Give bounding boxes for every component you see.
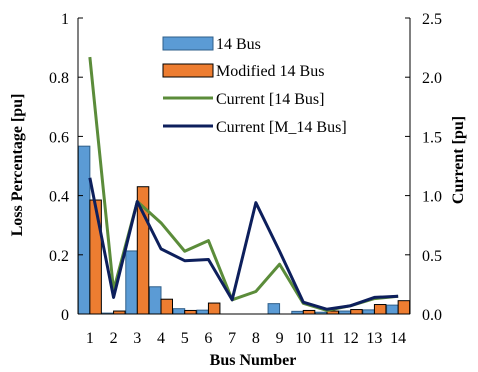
bar-14-bus-9 (268, 304, 280, 314)
x-tick-label: 6 (204, 330, 212, 347)
x-tick-label: 13 (366, 330, 382, 347)
left-tick-label: 0 (61, 307, 69, 324)
bar-modified-14-bus-12 (351, 310, 363, 314)
legend-swatch-modified-14-bus (163, 64, 213, 77)
x-tick-label: 2 (110, 330, 118, 347)
legend-swatch-14-bus (163, 37, 213, 50)
right-axis-ticks: 0.0 0.5 1.0 1.5 2.0 2.5 (405, 11, 442, 324)
right-tick-label: 1.0 (422, 189, 442, 206)
legend-label-current-m14-bus: Current [M_14 Bus] (216, 119, 347, 136)
y-axis-title: Loss Percentage [pu] (9, 94, 26, 237)
bar-14-bus-4 (150, 287, 162, 314)
legend: 14 Bus Modified 14 Bus Current [14 Bus] … (163, 36, 347, 136)
x-tick-label: 5 (181, 330, 189, 347)
bar-14-bus-1 (78, 146, 90, 314)
x-tick-label: 11 (319, 330, 334, 347)
legend-label-14-bus: 14 Bus (216, 36, 261, 53)
bar-14-bus-5 (173, 309, 185, 314)
x-tick-label: 12 (343, 330, 359, 347)
bar-14-bus-3 (126, 251, 138, 314)
bar-modified-14-bus-5 (185, 310, 197, 314)
legend-label-current-14-bus: Current [14 Bus] (216, 91, 324, 108)
x-tick-label: 9 (276, 330, 284, 347)
bar-modified-14-bus-6 (208, 303, 220, 314)
x-tick-label: 3 (133, 330, 141, 347)
right-tick-label: 2.0 (422, 70, 442, 87)
x-tick-label: 14 (390, 330, 406, 347)
left-tick-label: 0.6 (49, 129, 69, 146)
bar-14-bus-14 (387, 305, 399, 314)
right-tick-label: 0.5 (422, 248, 442, 265)
x-tick-label: 4 (157, 330, 165, 347)
bar-modified-14-bus-1 (90, 200, 102, 314)
bars-layer (78, 146, 409, 314)
bar-modified-14-bus-10 (303, 310, 315, 314)
right-tick-label: 1.5 (422, 129, 442, 146)
bar-modified-14-bus-13 (374, 305, 386, 314)
y2-axis-title: Current [pu] (450, 116, 467, 204)
left-tick-label: 0.8 (49, 70, 69, 87)
x-tick-label: 7 (228, 330, 236, 347)
x-axis-ticks: 1 2 3 4 5 6 7 8 9 10 11 12 13 14 (86, 330, 406, 347)
right-tick-label: 0.0 (422, 307, 442, 324)
left-tick-label: 0.4 (49, 189, 69, 206)
bar-14-bus-6 (197, 310, 209, 314)
left-tick-label: 0.2 (49, 248, 69, 265)
bar-14-bus-13 (363, 310, 375, 314)
x-tick-label: 8 (252, 330, 260, 347)
bar-modified-14-bus-14 (398, 301, 410, 314)
right-tick-label: 2.5 (422, 11, 442, 28)
x-tick-label: 10 (295, 330, 311, 347)
legend-label-modified-14-bus: Modified 14 Bus (216, 63, 324, 80)
bar-modified-14-bus-4 (161, 299, 173, 314)
left-tick-label: 1 (61, 11, 69, 28)
x-tick-label: 1 (86, 330, 94, 347)
x-axis-title: Bus Number (210, 352, 297, 369)
